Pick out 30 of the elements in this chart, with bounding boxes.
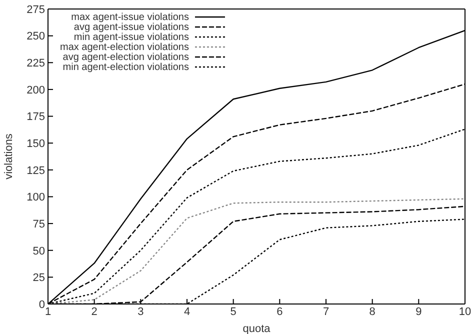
y-tick-label: 100 — [26, 192, 45, 204]
x-tick-label: 3 — [138, 306, 144, 318]
legend-label: avg agent-issue violations — [74, 22, 189, 32]
x-tick-label: 10 — [458, 306, 472, 318]
y-tick-label: 225 — [26, 58, 45, 70]
y-tick-label: 75 — [32, 218, 45, 230]
legend-label: max agent-election violations — [60, 42, 189, 52]
legend-label: min agent-issue violations — [74, 32, 189, 42]
y-tick-label: 25 — [32, 272, 45, 284]
x-tick-label: 8 — [369, 306, 376, 318]
y-tick-label: 250 — [26, 30, 45, 43]
legend-label: avg agent-election violations — [62, 52, 189, 62]
x-tick-label: 2 — [91, 306, 98, 318]
legend-label: min agent-election violations — [62, 62, 189, 72]
x-tick-label: 7 — [322, 306, 330, 318]
y-tick-label: 50 — [32, 245, 45, 258]
x-tick-label: 6 — [276, 306, 283, 318]
y-tick-label: 275 — [26, 4, 45, 16]
y-axis-title: violations — [2, 133, 15, 180]
x-tick-label: 4 — [184, 306, 190, 318]
y-tick-label: 200 — [26, 84, 45, 96]
legend-label: max agent-issue violations — [71, 12, 189, 22]
x-tick-label: 1 — [44, 306, 52, 318]
y-tick-label: 175 — [26, 111, 45, 124]
y-tick-label: 125 — [26, 164, 45, 177]
y-tick-label: 0 — [38, 298, 45, 311]
x-tick-label: 5 — [230, 306, 236, 318]
y-tick-label: 150 — [26, 138, 45, 150]
x-tick-label: 9 — [416, 306, 422, 318]
x-axis-title: quota — [242, 323, 272, 334]
